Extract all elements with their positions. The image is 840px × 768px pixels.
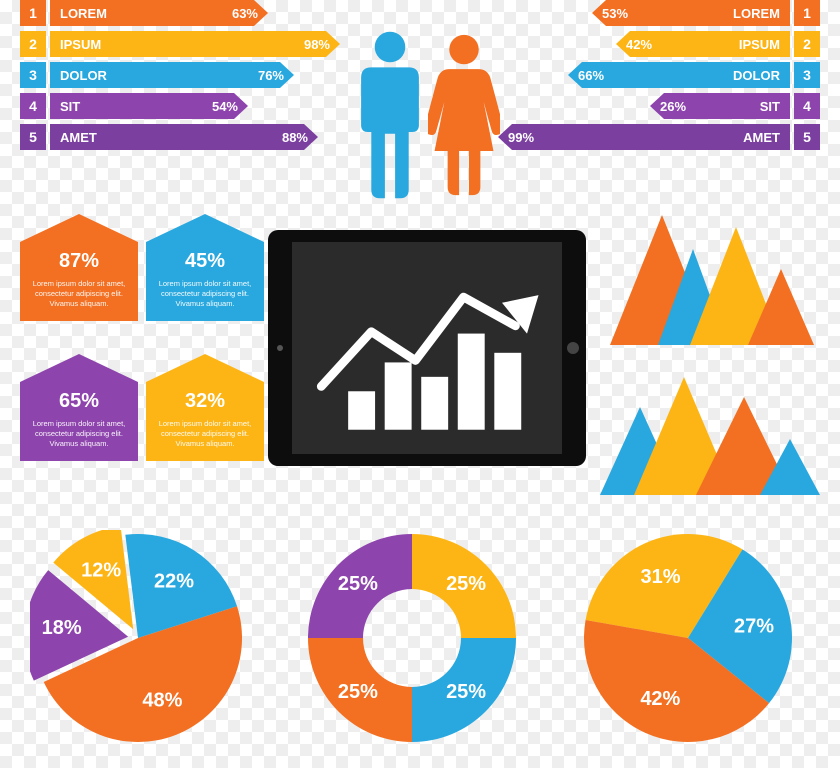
bar-row: DOLOR 76% <box>50 62 294 88</box>
bar-label: AMET <box>60 130 97 145</box>
bar-label: AMET <box>743 130 780 145</box>
pie-chart-1: 18% 12% 22% 48% <box>30 530 246 746</box>
pie-slice-label: 48% <box>142 689 182 711</box>
bar-pct: 54% <box>212 99 238 114</box>
house-text: Lorem ipsum dolor sit amet, consectetur … <box>154 419 256 449</box>
donut-chart: 25% 25% 25% 25% <box>304 530 520 746</box>
bar-pct: 53% <box>602 6 628 21</box>
bar-row: SIT 54% <box>50 93 248 119</box>
house-text: Lorem ipsum dolor sit amet, consectetur … <box>28 279 130 309</box>
bar-pct: 26% <box>660 99 686 114</box>
house-pct: 32% <box>154 390 256 413</box>
pie-slice-label: 42% <box>640 688 680 710</box>
bar-number: 3 <box>20 62 46 88</box>
bar-label: DOLOR <box>733 68 780 83</box>
bar-label: DOLOR <box>60 68 107 83</box>
bar-row: AMET 88% <box>50 124 318 150</box>
house-card: 32% Lorem ipsum dolor sit amet, consectet… <box>146 354 264 461</box>
bar-number: 1 <box>20 0 46 26</box>
bar-pct: 42% <box>626 37 652 52</box>
bar-pct: 66% <box>578 68 604 83</box>
pie-slice-label: 27% <box>734 616 774 638</box>
pie-slice-label: 22% <box>154 571 194 593</box>
house-text: Lorem ipsum dolor sit amet, consectetur … <box>28 419 130 449</box>
house-pct: 65% <box>28 390 130 413</box>
pie-slice-label: 18% <box>42 617 82 639</box>
pie-slice-label: 25% <box>338 573 378 595</box>
bar-number: 5 <box>794 124 820 150</box>
bar-pct: 76% <box>258 68 284 83</box>
bar-row: 99% AMET <box>498 124 790 150</box>
house-card: 65% Lorem ipsum dolor sit amet, consectet… <box>20 354 138 461</box>
bar-number: 3 <box>794 62 820 88</box>
pie-slice-label: 25% <box>338 681 378 703</box>
house-card: 45% Lorem ipsum dolor sit amet, consectet… <box>146 214 264 321</box>
bar-label: IPSUM <box>739 37 780 52</box>
male-icon <box>355 30 425 200</box>
bar-row: LOREM 63% <box>50 0 268 26</box>
female-icon <box>428 30 500 200</box>
house-pct: 45% <box>154 250 256 273</box>
peaks-set-2 <box>600 370 825 495</box>
bar-label: LOREM <box>60 6 107 21</box>
pie-slice-label: 25% <box>446 681 486 703</box>
bar-label: LOREM <box>733 6 780 21</box>
peaks-set-1 <box>610 210 820 345</box>
bar-label: SIT <box>760 99 780 114</box>
bar-label: SIT <box>60 99 80 114</box>
pie-chart-3: 31% 27% 42% <box>580 530 796 746</box>
bar-pct: 88% <box>282 130 308 145</box>
peak-triangle <box>748 266 814 345</box>
bar-number: 4 <box>20 93 46 119</box>
bar-row: 66% DOLOR <box>568 62 790 88</box>
bar-pct: 63% <box>232 6 258 21</box>
pie-slice-label: 31% <box>641 566 681 588</box>
bar-row: 53% LOREM <box>592 0 790 26</box>
bar-pct: 98% <box>304 37 330 52</box>
bar-row: IPSUM 98% <box>50 31 340 57</box>
bar-number: 4 <box>794 93 820 119</box>
bar-number: 1 <box>794 0 820 26</box>
bar-row: 26% SIT <box>650 93 790 119</box>
pie-slice-label: 25% <box>446 573 486 595</box>
house-pct: 87% <box>28 250 130 273</box>
tablet-chart <box>302 253 552 443</box>
bar-number: 5 <box>20 124 46 150</box>
bar-row: 42% IPSUM <box>616 31 790 57</box>
peak-triangle <box>760 436 820 495</box>
bar-pct: 99% <box>508 130 534 145</box>
bar-label: IPSUM <box>60 37 101 52</box>
house-text: Lorem ipsum dolor sit amet, consectetur … <box>154 279 256 309</box>
bar-number: 2 <box>794 31 820 57</box>
pie-slice-label: 12% <box>81 559 121 581</box>
tablet-device <box>268 230 586 466</box>
bar-number: 2 <box>20 31 46 57</box>
house-card: 87% Lorem ipsum dolor sit amet, consectet… <box>20 214 138 321</box>
